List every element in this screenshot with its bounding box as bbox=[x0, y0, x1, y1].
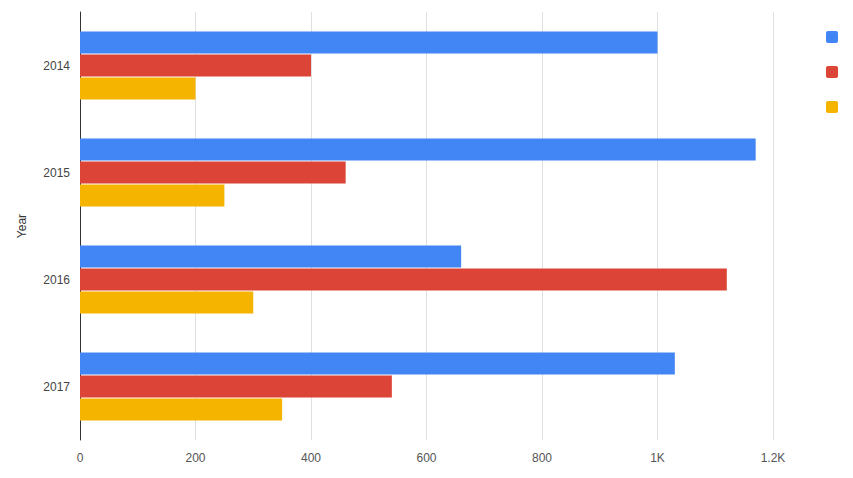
svg-text:2017: 2017 bbox=[43, 380, 70, 394]
svg-text:1K: 1K bbox=[650, 451, 665, 465]
svg-text:0: 0 bbox=[77, 451, 84, 465]
svg-text:800: 800 bbox=[532, 451, 552, 465]
svg-text:2014: 2014 bbox=[43, 59, 70, 73]
svg-text:2015: 2015 bbox=[43, 166, 70, 180]
svg-text:200: 200 bbox=[185, 451, 205, 465]
svg-text:600: 600 bbox=[416, 451, 436, 465]
svg-text:2016: 2016 bbox=[43, 273, 70, 287]
svg-text:Year: Year bbox=[15, 214, 29, 238]
svg-text:400: 400 bbox=[301, 451, 321, 465]
svg-text:1.2K: 1.2K bbox=[761, 451, 786, 465]
